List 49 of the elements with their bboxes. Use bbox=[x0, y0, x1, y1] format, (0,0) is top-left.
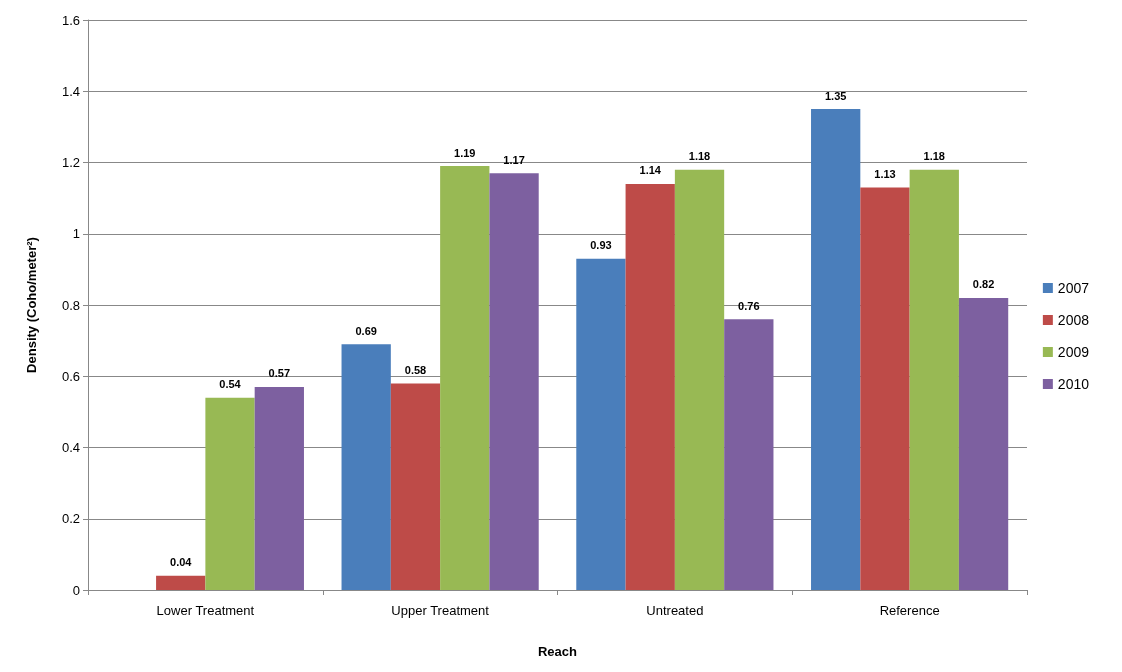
y-tick-label: 0.6 bbox=[61, 368, 80, 384]
y-tick-label: 1 bbox=[72, 226, 80, 242]
y-tick-label: 1.4 bbox=[61, 83, 80, 99]
x-axis-title: Reach bbox=[537, 644, 578, 659]
y-tick-label: 1.2 bbox=[61, 155, 80, 170]
data-label: 0.57 bbox=[268, 367, 291, 380]
y-tick-label: 1.6 bbox=[61, 12, 80, 28]
bar bbox=[909, 169, 959, 590]
data-label: 0.69 bbox=[355, 324, 377, 337]
bar bbox=[958, 297, 1009, 590]
x-tick-label: Untreated bbox=[646, 603, 704, 618]
y-axis-title: Density (Coho/meter²) bbox=[24, 237, 39, 373]
bar bbox=[674, 169, 725, 590]
data-label: 1.18 bbox=[688, 150, 711, 163]
y-tick-label: 0 bbox=[72, 582, 80, 598]
data-label: 0.82 bbox=[972, 278, 995, 291]
legend-label: 2008 bbox=[1057, 312, 1090, 328]
bar bbox=[390, 383, 441, 590]
bar bbox=[205, 397, 255, 590]
bar bbox=[860, 187, 910, 590]
data-label: 1.19 bbox=[454, 146, 476, 159]
bar bbox=[724, 319, 774, 590]
legend-label: 2007 bbox=[1057, 280, 1090, 296]
x-tick-label: Reference bbox=[879, 603, 940, 618]
bar bbox=[440, 166, 490, 590]
y-tick-label: 0.2 bbox=[61, 511, 80, 527]
y-tick-label: 0.8 bbox=[61, 297, 80, 313]
data-label: 0.93 bbox=[590, 239, 612, 252]
data-label: 1.14 bbox=[639, 164, 662, 177]
bar bbox=[811, 109, 861, 590]
bar bbox=[341, 344, 391, 590]
bar bbox=[156, 575, 206, 590]
x-tick-label: Upper Treatment bbox=[391, 603, 490, 618]
data-label: 0.58 bbox=[404, 363, 427, 376]
data-label: 1.35 bbox=[824, 89, 847, 102]
data-label: 0.54 bbox=[219, 378, 242, 391]
data-label: 1.13 bbox=[874, 167, 896, 180]
x-tick-label: Lower Treatment bbox=[156, 603, 255, 618]
legend-label: 2009 bbox=[1057, 344, 1090, 360]
y-tick-label: 0.4 bbox=[61, 440, 80, 455]
data-label: 0.76 bbox=[738, 299, 760, 312]
data-label: 0.04 bbox=[170, 556, 193, 569]
bar bbox=[576, 258, 626, 590]
bar bbox=[489, 173, 539, 590]
bar bbox=[254, 386, 304, 590]
data-label: 1.18 bbox=[923, 150, 945, 163]
bar bbox=[625, 183, 675, 590]
data-label: 1.17 bbox=[503, 153, 525, 166]
legend-label: 2010 bbox=[1057, 376, 1090, 392]
